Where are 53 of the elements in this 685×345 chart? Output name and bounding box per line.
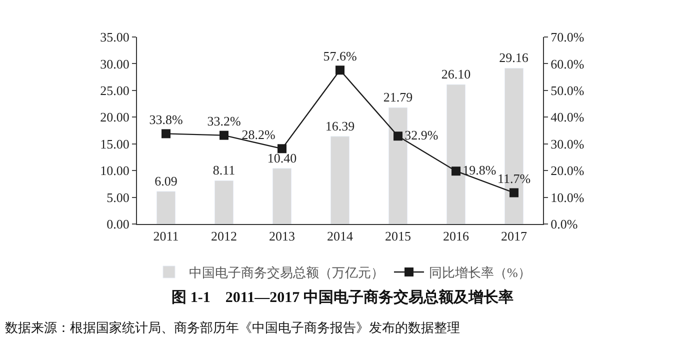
- data-label: 16.39: [325, 118, 355, 134]
- point: [452, 166, 460, 176]
- point: [394, 132, 402, 141]
- bar: [214, 180, 234, 224]
- y-tick-label: 10.00: [100, 163, 130, 178]
- y2-tick-label: 0.0%: [550, 216, 578, 232]
- x-tick-label: 2014: [327, 228, 354, 244]
- source-note: 数据来源：根据国家统计局、商务部历年《中国电子商务报告》发布的数据整理: [5, 320, 460, 335]
- data-label: 33.8%: [149, 112, 183, 127]
- x-tick-label: 2013: [269, 228, 295, 244]
- text: 图 1-1 2011—2017 中国电子商务交易总额及增长率: [172, 288, 514, 306]
- bar: [330, 136, 350, 224]
- y2-tick-label: 40.0%: [550, 110, 584, 125]
- y-tick-label: 35.00: [100, 30, 130, 45]
- data-label: 21.79: [383, 90, 413, 105]
- x-tick-label: 2011: [153, 228, 179, 244]
- y2-tick-label: 20.0%: [550, 163, 584, 178]
- x-tick-label: 2017: [501, 228, 528, 244]
- point: [278, 144, 286, 154]
- data-label: 33.2%: [207, 113, 241, 128]
- y-tick-label: 20.00: [100, 110, 130, 125]
- data-label: 11.7%: [497, 170, 531, 186]
- point: [162, 129, 170, 138]
- data-label: 8.11: [212, 162, 236, 178]
- y2-tick-label: 60.0%: [550, 56, 584, 72]
- legend-label: 中国电子商务交易总额（万亿元）: [189, 265, 384, 280]
- data-label: 28.2%: [242, 126, 276, 142]
- y-tick-label: 25.00: [100, 82, 130, 98]
- data-label: 29.16: [499, 50, 529, 66]
- bar: [156, 191, 176, 224]
- data-label: 26.10: [441, 66, 471, 82]
- data-label: 19.8%: [462, 162, 496, 178]
- y2-tick-label: 50.0%: [550, 82, 584, 98]
- y2-tick-label: 10.0%: [550, 190, 584, 205]
- legend-label: 同比增长率（%）: [429, 265, 531, 280]
- y-tick-label: 0.00: [106, 216, 130, 232]
- y2-tick-label: 70.0%: [550, 30, 584, 45]
- bar: [272, 168, 292, 224]
- bar: [446, 84, 466, 224]
- x-tick-label: 2012: [211, 228, 237, 244]
- point: [510, 188, 518, 198]
- x-tick-label: 2016: [443, 228, 470, 244]
- y-tick-label: 30.00: [100, 56, 130, 72]
- y-tick-label: 15.00: [100, 136, 130, 152]
- point: [220, 130, 228, 140]
- y-tick-label: 5.00: [106, 190, 130, 205]
- data-label: 57.6%: [323, 48, 357, 64]
- data-label: 32.9%: [404, 127, 438, 142]
- point: [336, 66, 344, 75]
- x-tick-label: 2015: [385, 228, 411, 244]
- y2-tick-label: 30.0%: [550, 136, 584, 152]
- data-label: 10.40: [267, 150, 297, 166]
- data-label: 6.09: [154, 173, 178, 188]
